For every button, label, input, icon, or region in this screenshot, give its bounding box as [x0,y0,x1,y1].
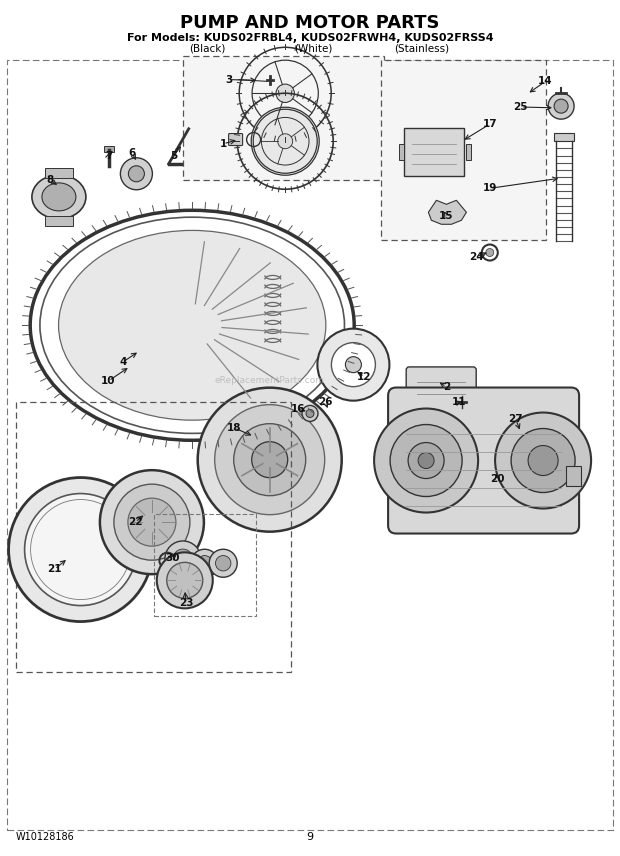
Text: 26: 26 [318,397,333,407]
Circle shape [120,158,153,190]
Text: (Black): (Black) [190,44,226,54]
Bar [466,145,471,160]
Bar [45,168,73,178]
Text: 20: 20 [490,474,505,484]
Circle shape [332,342,375,387]
Circle shape [251,107,319,175]
Circle shape [278,134,293,149]
Circle shape [252,442,288,478]
Bar [399,145,404,160]
Circle shape [9,478,153,621]
Text: 4: 4 [119,357,126,367]
Circle shape [173,549,193,569]
Circle shape [374,408,478,513]
Bar [154,514,256,616]
Circle shape [317,329,389,401]
Text: 18: 18 [227,423,242,433]
Circle shape [418,453,434,468]
Circle shape [100,470,204,574]
FancyBboxPatch shape [406,367,476,407]
Circle shape [190,550,219,577]
Text: 17: 17 [482,119,497,129]
Text: 21: 21 [47,564,62,574]
Text: 5: 5 [170,151,177,161]
Text: 11: 11 [451,397,466,407]
Circle shape [128,166,144,181]
Circle shape [234,424,306,496]
Text: 12: 12 [357,372,372,382]
Text: For Models: KUDS02FRBL4, KUDS02FRWH4, KUDS02FRSS4: For Models: KUDS02FRBL4, KUDS02FRWH4, KU… [126,33,494,43]
Circle shape [548,93,574,119]
Ellipse shape [32,175,86,219]
Circle shape [198,388,342,532]
Text: (Stainless): (Stainless) [394,44,449,54]
Circle shape [215,405,325,514]
Circle shape [554,99,568,113]
Circle shape [209,550,237,577]
Polygon shape [428,200,466,224]
Text: (White): (White) [294,44,332,54]
Circle shape [302,406,318,421]
Text: 27: 27 [508,414,523,425]
Text: 24: 24 [469,252,484,262]
FancyBboxPatch shape [388,388,579,533]
Circle shape [276,84,294,103]
Text: 6: 6 [128,148,136,158]
Circle shape [114,484,190,560]
Circle shape [216,556,231,571]
Text: 7: 7 [105,151,112,161]
Bar [554,134,574,141]
Circle shape [408,443,444,479]
Text: 8: 8 [46,175,53,185]
Text: 22: 22 [128,517,143,527]
Text: 1: 1 [219,139,227,149]
Text: 14: 14 [538,76,553,86]
Circle shape [167,562,203,598]
Circle shape [495,413,591,508]
Text: 2: 2 [443,382,450,392]
Text: W10128186: W10128186 [16,832,74,842]
Circle shape [157,552,213,609]
Text: eReplacementParts.com: eReplacementParts.com [215,377,325,385]
Text: 19: 19 [482,183,497,193]
Text: 15: 15 [439,211,454,221]
Text: 3: 3 [226,74,233,85]
Text: PUMP AND MOTOR PARTS: PUMP AND MOTOR PARTS [180,14,440,33]
Text: 9: 9 [306,832,314,842]
Circle shape [511,429,575,492]
Text: 25: 25 [513,102,528,112]
Circle shape [128,498,176,546]
Circle shape [486,248,494,257]
Bar [404,128,464,176]
Text: 10: 10 [101,376,116,386]
Bar [16,402,291,672]
Bar [566,466,581,485]
FancyBboxPatch shape [229,134,242,146]
Circle shape [306,409,314,418]
Circle shape [165,541,201,577]
Circle shape [25,494,136,605]
Bar [45,216,73,226]
Circle shape [197,556,212,571]
Circle shape [528,445,558,476]
Text: 30: 30 [165,553,180,563]
Circle shape [345,357,361,372]
Circle shape [390,425,462,496]
Text: 16: 16 [290,404,305,414]
Bar [104,146,113,152]
Bar [381,60,546,240]
Bar [183,56,384,180]
Text: 23: 23 [179,598,193,609]
Ellipse shape [58,230,326,420]
Ellipse shape [42,183,76,211]
